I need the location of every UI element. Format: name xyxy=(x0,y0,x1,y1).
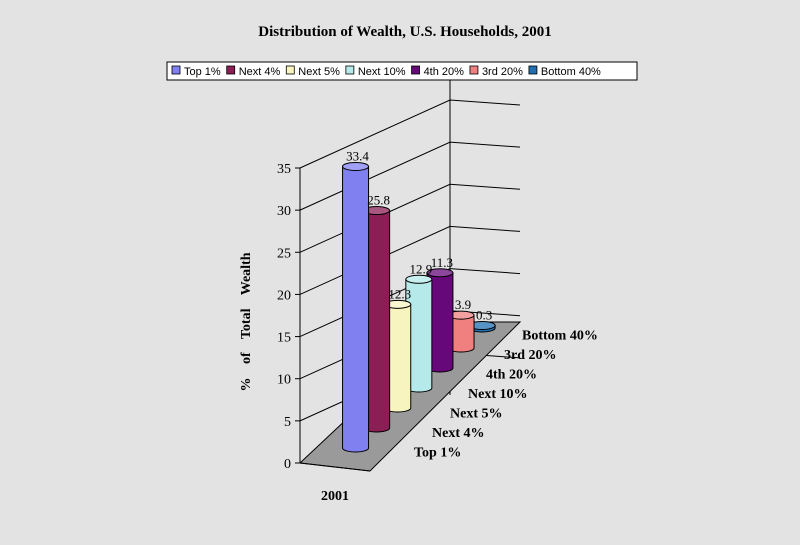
bar-4 xyxy=(426,268,454,373)
legend-swatch-3 xyxy=(345,65,355,75)
bar-body-0 xyxy=(342,165,370,453)
y-tick-label-35: 35 xyxy=(277,162,291,177)
legend-label-5: 3rd 20% xyxy=(482,66,523,78)
gridline-35 xyxy=(299,99,521,169)
legend-swatch-5 xyxy=(469,65,479,75)
legend-label-4: 4th 20% xyxy=(424,66,465,78)
depth-label-2: Next 5% xyxy=(450,406,503,421)
legend: Top 1% Next 4% Next 5% Next 10% 4th 20% 3rd 2… xyxy=(166,61,638,81)
legend-swatch-2 xyxy=(285,65,295,75)
y-tick-label-0: 0 xyxy=(284,457,291,472)
bars xyxy=(342,161,496,453)
bar-1 xyxy=(363,206,391,433)
data-label-5: 3.9 xyxy=(455,297,471,312)
bar-0 xyxy=(342,161,370,453)
depth-label-6: Bottom 40% xyxy=(522,329,598,344)
bar-top-4 xyxy=(426,268,454,278)
y-tick-label-10: 10 xyxy=(277,373,291,388)
depth-label-1: Next 4% xyxy=(432,426,485,441)
legend-label-2: Next 5% xyxy=(298,66,340,78)
y-tick-label-30: 30 xyxy=(277,204,291,219)
y-tick-label-15: 15 xyxy=(277,331,291,346)
y-axis: 0 5 10 15 20 25 30 35 xyxy=(277,162,301,472)
data-label-3: 12.9 xyxy=(409,261,432,276)
data-labels: 0.3 3.9 11.312.9 12.3 25.8 33.4 xyxy=(346,148,492,322)
y-tick-label-20: 20 xyxy=(277,288,291,303)
legend-box xyxy=(166,61,638,81)
legend-swatch-6 xyxy=(528,65,538,75)
depth-label-5: 3rd 20% xyxy=(504,348,557,363)
y-tick-label-25: 25 xyxy=(277,246,291,261)
legend-swatch-1 xyxy=(226,65,236,75)
legend-label-0: Top 1% xyxy=(184,66,221,78)
gridline-30 xyxy=(299,141,521,211)
x-category-label: 2001 xyxy=(321,489,349,504)
depth-label-4: 4th 20% xyxy=(486,368,537,383)
data-label-6: 0.3 xyxy=(476,307,492,322)
data-label-2: 12.3 xyxy=(388,286,411,301)
depth-label-0: Top 1% xyxy=(414,445,461,460)
depth-label-3: Next 10% xyxy=(468,387,528,402)
chart-title: Distribution of Wealth, U.S. Households,… xyxy=(258,24,552,40)
data-label-4: 11.3 xyxy=(431,255,453,270)
legend-label-1: Next 4% xyxy=(239,66,281,78)
data-label-0: 33.4 xyxy=(346,148,369,163)
legend-swatch-0 xyxy=(171,65,181,75)
y-axis-label: % of Total Wealth xyxy=(239,252,254,391)
legend-label-3: Next 10% xyxy=(358,66,406,78)
x-axis-line xyxy=(299,462,371,472)
bar-3 xyxy=(405,274,433,393)
depth-axis: Top 1% Next 4% Next 5% Next 10% 4th 20% 3rd 2… xyxy=(414,329,598,461)
legend-swatch-4 xyxy=(411,65,420,75)
gridline-25 xyxy=(299,183,521,253)
data-label-1: 25.8 xyxy=(367,193,390,208)
y-tick-label-5: 5 xyxy=(284,415,291,430)
bar-top-3 xyxy=(405,274,433,284)
bar-top-0 xyxy=(342,161,370,171)
legend-label-6: Bottom 40% xyxy=(541,66,601,78)
